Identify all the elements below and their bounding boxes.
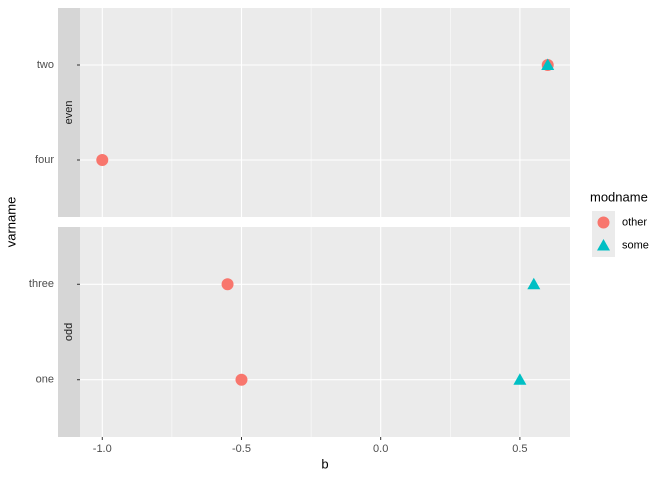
legend-symbol xyxy=(597,239,610,251)
point xyxy=(527,277,541,290)
point xyxy=(513,373,527,385)
y-tick-label: three xyxy=(29,278,54,290)
y-tick-label: four xyxy=(35,154,54,166)
legend-symbol xyxy=(597,216,610,229)
point xyxy=(96,154,109,166)
strip-label: even xyxy=(63,101,75,125)
x-tick-label: 0.5 xyxy=(512,443,527,455)
legend-label: some xyxy=(622,239,649,251)
legend-label: other xyxy=(622,216,647,228)
panel-background xyxy=(80,227,570,437)
point xyxy=(541,58,555,70)
point xyxy=(235,373,248,386)
legend-title: modname xyxy=(590,189,648,204)
y-tick-label: two xyxy=(37,59,54,71)
strip xyxy=(58,8,80,217)
x-tick-label: -0.5 xyxy=(232,443,251,455)
x-axis-title: b xyxy=(321,456,328,471)
x-tick-label: 0.0 xyxy=(373,443,388,455)
strip xyxy=(58,227,80,437)
y-tick-label: one xyxy=(36,374,54,386)
panel-background xyxy=(80,8,570,217)
y-axis-title: varname xyxy=(3,197,18,248)
point xyxy=(221,278,234,291)
x-tick-label: -1.0 xyxy=(93,443,112,455)
strip-label: odd xyxy=(63,323,75,341)
